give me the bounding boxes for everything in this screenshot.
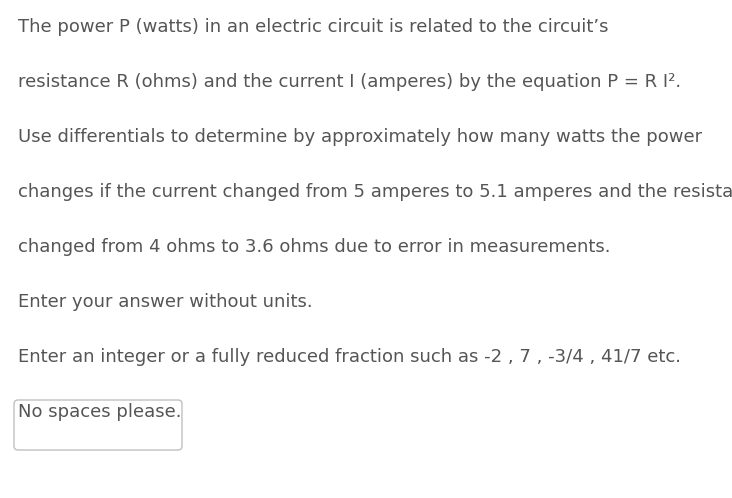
Text: Use differentials to determine by approximately how many watts the power: Use differentials to determine by approx… xyxy=(18,128,702,146)
Text: changes if the current changed from 5 amperes to 5.1 amperes and the resistance: changes if the current changed from 5 am… xyxy=(18,183,732,201)
Text: The power P (watts) in an electric circuit is related to the circuit’s: The power P (watts) in an electric circu… xyxy=(18,18,608,36)
Text: No spaces please.: No spaces please. xyxy=(18,403,182,421)
Text: changed from 4 ohms to 3.6 ohms due to error in measurements.: changed from 4 ohms to 3.6 ohms due to e… xyxy=(18,238,610,256)
FancyBboxPatch shape xyxy=(14,400,182,450)
Text: Enter an integer or a fully reduced fraction such as -2 , 7 , -3/4 , 41/7 etc.: Enter an integer or a fully reduced frac… xyxy=(18,348,681,366)
Text: resistance R (ohms) and the current I (amperes) by the equation P = R I².: resistance R (ohms) and the current I (a… xyxy=(18,73,681,91)
Text: Enter your answer without units.: Enter your answer without units. xyxy=(18,293,313,311)
